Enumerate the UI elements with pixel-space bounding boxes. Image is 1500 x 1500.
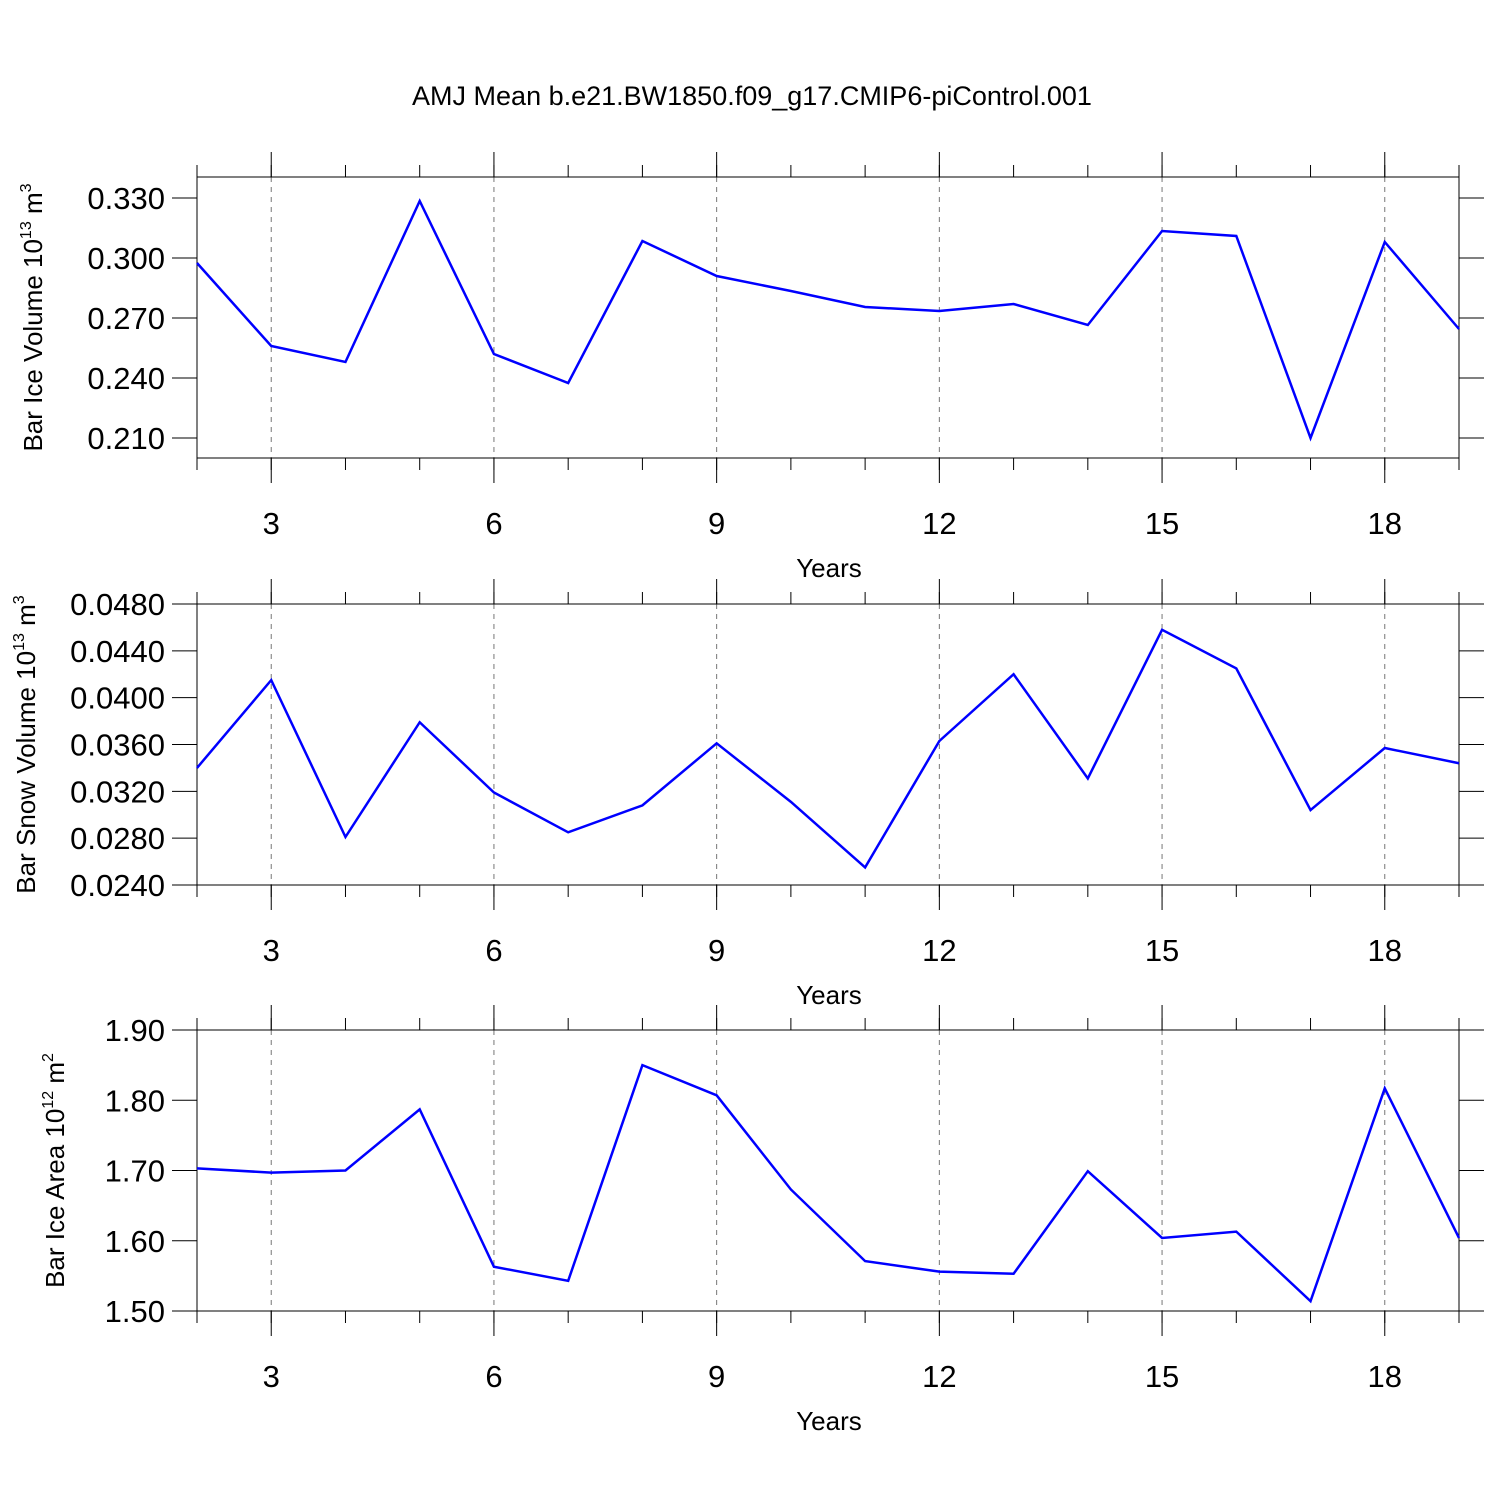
x-tick-label: 15 (1145, 933, 1179, 968)
y-tick-label: 0.300 (87, 241, 165, 276)
y-tick-label: 0.0280 (70, 821, 165, 856)
data-line (196, 628, 1460, 870)
data-line (196, 198, 1460, 442)
x-tick-label: 6 (485, 506, 502, 541)
y-tick-label: 0.0400 (70, 681, 165, 716)
y-axis-label-text: Bar Snow Volume 10 (11, 651, 41, 894)
y-tick-label: 0.0440 (70, 634, 165, 669)
x-tick-label: 15 (1145, 1359, 1179, 1394)
y-axis-label: Bar Snow Volume 1013 m3 (11, 595, 41, 894)
y-axis-label-text: m (40, 1062, 70, 1091)
x-axis-label: Years (796, 980, 862, 1010)
y-tick-label: 0.0240 (70, 868, 165, 903)
x-tick-label: 9 (708, 933, 725, 968)
figure-title: AMJ Mean b.e21.BW1850.f09_g17.CMIP6-piCo… (412, 81, 1092, 111)
y-axis-label-superscript: 2 (40, 1053, 57, 1062)
y-tick-label: 0.0320 (70, 774, 165, 809)
x-tick-label: 15 (1145, 506, 1179, 541)
y-axis-label-superscript: 13 (11, 633, 28, 651)
y-tick-label: 0.270 (87, 301, 165, 336)
x-tick-label: 3 (263, 933, 280, 968)
x-tick-label: 12 (922, 506, 956, 541)
y-axis-label: Bar Ice Area 1012 m2 (40, 1053, 70, 1288)
x-axis-label: Years (796, 553, 862, 583)
x-tick-label: 9 (708, 1359, 725, 1394)
y-tick-label: 1.50 (105, 1294, 165, 1329)
x-tick-label: 18 (1368, 933, 1402, 968)
y-axis-label-text: m (18, 192, 48, 221)
y-tick-label: 0.0480 (70, 587, 165, 622)
y-tick-label: 0.0360 (70, 728, 165, 763)
x-tick-label: 3 (263, 1359, 280, 1394)
y-axis-label-text: Bar Ice Area 10 (40, 1109, 70, 1288)
x-tick-label: 3 (263, 506, 280, 541)
y-tick-label: 1.60 (105, 1224, 165, 1259)
x-tick-label: 18 (1368, 1359, 1402, 1394)
x-tick-label: 9 (708, 506, 725, 541)
y-tick-label: 1.80 (105, 1083, 165, 1118)
y-tick-label: 0.330 (87, 181, 165, 216)
y-tick-label: 1.70 (105, 1154, 165, 1189)
x-axis-label: Years (796, 1406, 862, 1436)
y-axis-label-superscript: 3 (18, 183, 35, 192)
x-tick-label: 6 (485, 1359, 502, 1394)
y-axis-label-text: Bar Ice Volume 10 (18, 239, 48, 451)
y-axis-label: Bar Ice Volume 1013 m3 (18, 183, 48, 451)
x-tick-label: 6 (485, 933, 502, 968)
y-axis-label-text: m (11, 604, 41, 633)
y-tick-label: 0.240 (87, 361, 165, 396)
y-tick-label: 1.90 (105, 1013, 165, 1048)
plot-frame (196, 603, 1460, 886)
y-axis-label-superscript: 3 (11, 595, 28, 604)
plot-frame (196, 1029, 1460, 1312)
x-tick-label: 12 (922, 933, 956, 968)
data-line (196, 1063, 1461, 1304)
y-tick-label: 0.210 (87, 421, 165, 456)
x-tick-label: 18 (1368, 506, 1402, 541)
y-axis-label-superscript: 13 (18, 221, 35, 239)
y-axis-label-superscript: 12 (40, 1091, 57, 1109)
x-tick-label: 12 (922, 1359, 956, 1394)
plot-frame (196, 176, 1460, 459)
